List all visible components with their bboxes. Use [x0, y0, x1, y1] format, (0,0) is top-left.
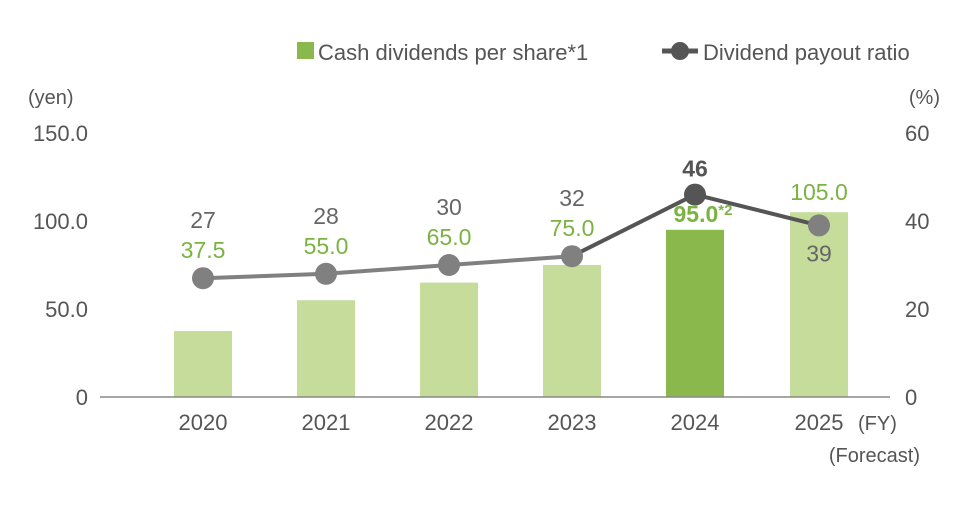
line-value-label: 28 [313, 203, 339, 229]
right-tick-label: 20 [905, 297, 929, 322]
left-tick-label: 150.0 [33, 121, 88, 146]
bar-value-label: 75.0 [550, 215, 595, 241]
x-tick-label: 2023 [548, 410, 597, 435]
line-segment [202, 271, 327, 281]
x-tick-label: 2022 [425, 410, 474, 435]
line-segment [325, 263, 450, 276]
line-value-label: 39 [806, 240, 832, 266]
bar-value-label: 95.0*2 [674, 201, 733, 227]
line-point-2021 [315, 262, 337, 285]
left-axis-unit: (yen) [28, 87, 74, 109]
bar-label-note: *2 [718, 202, 732, 219]
x-tick-label: 2020 [179, 410, 228, 435]
legend-label-bar: Cash dividends per share*1 [318, 40, 588, 65]
legend-marker [671, 42, 689, 60]
line-segment [448, 254, 573, 267]
line-point-2024 [684, 183, 706, 206]
right-tick-label: 0 [905, 385, 917, 410]
x-tick-label: 2024 [671, 410, 720, 435]
bar-2021 [297, 300, 355, 397]
line-point-2023 [561, 245, 583, 268]
right-axis-unit: (%) [909, 87, 940, 109]
left-tick-label: 100.0 [33, 209, 88, 234]
bar-2022 [420, 282, 478, 397]
line-value-label: 27 [190, 207, 216, 233]
bar-value-label: 105.0 [790, 179, 848, 205]
line-segment [694, 192, 820, 228]
bar-value-label: 65.0 [427, 224, 472, 250]
line-point-2022 [438, 254, 460, 276]
x-tick-label: 2021 [302, 410, 351, 435]
right-tick-label: 60 [905, 121, 929, 146]
line-segment [571, 192, 696, 258]
line-value-label: 30 [436, 194, 462, 220]
left-tick-label: 50.0 [45, 297, 88, 322]
bar-value-label: 55.0 [304, 233, 349, 259]
bar-2024 [666, 229, 724, 397]
bar-2020 [174, 331, 232, 397]
right-tick-label: 40 [905, 209, 929, 234]
legend-swatch-bar [297, 42, 314, 59]
forecast-note: (Forecast) [829, 445, 920, 467]
bar-value-label: 37.5 [181, 237, 226, 263]
line-point-2020 [192, 267, 214, 290]
x-axis-unit: (FY) [858, 413, 897, 435]
legend-label-line: Dividend payout ratio [703, 40, 910, 65]
line-value-label: 32 [559, 185, 585, 211]
bar-2025 [790, 212, 848, 397]
line-value-label: 46 [682, 156, 708, 182]
x-tick-label: 2025 [795, 410, 844, 435]
bar-2023 [543, 265, 601, 397]
left-tick-label: 0 [76, 385, 88, 410]
line-point-2025 [808, 214, 830, 237]
